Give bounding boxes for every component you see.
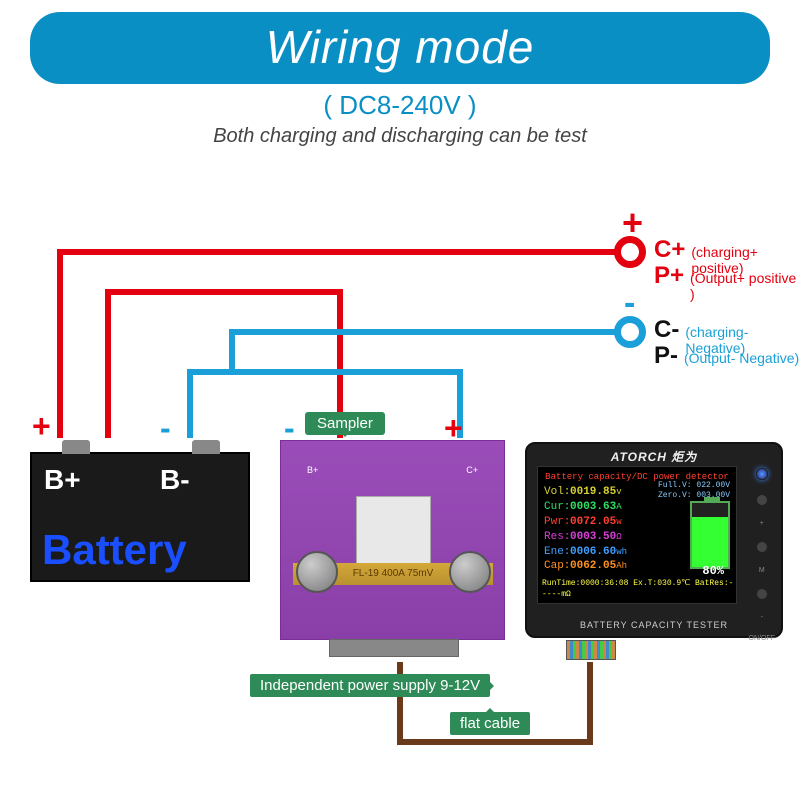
p-minus-sym: P-	[654, 342, 678, 370]
tester-fullv: Full.V: 022.00V	[658, 481, 730, 491]
pcb-mark-cplus: C+	[466, 465, 478, 475]
battery-b-minus: B-	[160, 464, 190, 496]
tester-led	[756, 468, 768, 480]
p-plus-row: P+ (Output+ positive )	[654, 262, 800, 302]
p-minus-note: (Output- Negative)	[684, 350, 799, 366]
tester-btn-m-lbl: M	[759, 567, 765, 574]
tester-percent: 80%	[702, 563, 724, 579]
top-plus: +	[622, 202, 643, 244]
tester-btn-m[interactable]	[756, 541, 768, 553]
tester-buttons: + M - ON/OFF	[749, 468, 775, 642]
p-plus-sym: P+	[654, 262, 684, 290]
tester-btn-onoff-lbl: ON/OFF	[749, 635, 775, 642]
tester-footer: RunTime:0000:36:08 Ex.T:030.9℃ BatRes:--…	[542, 579, 736, 601]
sampler-label: Sampler	[305, 412, 385, 435]
bolt-left	[296, 551, 338, 593]
bolt-right	[449, 551, 491, 593]
tester-battery-icon	[690, 501, 730, 569]
battery-block: B+ B- Battery	[30, 452, 250, 582]
sampler-pcb: B+ C+ FL-19 400A 75mV	[280, 440, 505, 640]
mid-minus: -	[624, 284, 635, 323]
battery-b-plus: B+	[44, 464, 81, 496]
tester-btn-minus[interactable]	[756, 588, 768, 600]
psu-label: Independent power supply 9-12V	[250, 674, 490, 697]
battery-minus-sign: -	[160, 410, 171, 447]
subtitle: ( DC8-240V )	[0, 90, 800, 121]
sampler-chip	[356, 496, 431, 566]
tester-bottom-text: BATTERY CAPACITY TESTER	[527, 620, 781, 630]
battery-post-pos	[62, 440, 90, 454]
c-minus-sym: C-	[654, 316, 679, 344]
tester-brand: ATORCH 炬为	[527, 444, 781, 465]
tester-device: ATORCH 炬为 Battery capacity/DC power dete…	[525, 442, 783, 638]
flat-cable-connector	[566, 640, 616, 660]
flat-cable-label: flat cable	[450, 712, 530, 735]
battery-post-neg	[192, 440, 220, 454]
title-bar: Wiring mode	[30, 12, 770, 84]
pcb-connector	[329, 639, 459, 657]
positive-wires	[60, 252, 615, 438]
p-minus-row: P- (Output- Negative)	[654, 342, 799, 370]
description: Both charging and discharging can be tes…	[0, 125, 800, 148]
pcb-mark-bplus: B+	[307, 465, 318, 475]
battery-plus-sign: +	[32, 408, 51, 445]
tester-btn-plus[interactable]	[756, 494, 768, 506]
negative-wires	[190, 332, 615, 438]
tester-btn-plus-lbl: +	[760, 520, 764, 527]
tester-screen: Battery capacity/DC power detector Vol:0…	[537, 466, 737, 604]
p-plus-note: (Output+ positive )	[690, 270, 800, 302]
battery-label: Battery	[42, 526, 187, 574]
c-plus-sym: C+	[654, 236, 685, 264]
